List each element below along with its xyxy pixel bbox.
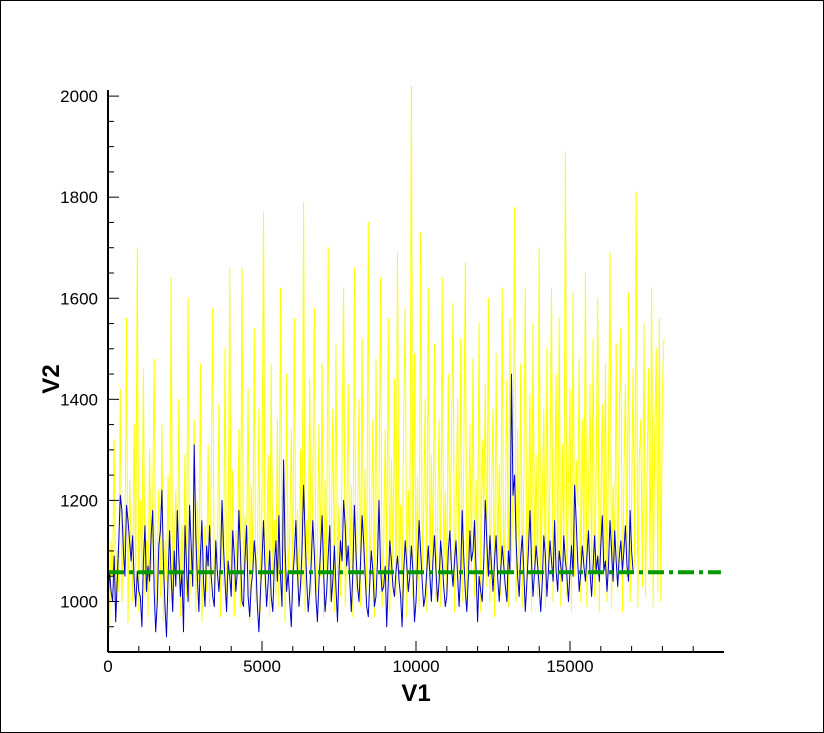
y-tick-label: 1000 <box>60 592 98 611</box>
y-tick-label: 1800 <box>60 188 98 207</box>
y-axis: 1000 1200 1400 1600 1800 2000 <box>60 87 119 653</box>
x-tick-label: 5000 <box>243 657 281 676</box>
series-layer <box>108 86 721 638</box>
y-tick-label: 1200 <box>60 491 98 510</box>
series-raw-line <box>108 86 665 633</box>
y-tick-label: 1600 <box>60 289 98 308</box>
series-smoothed-line <box>108 373 634 638</box>
y-tick-label: 2000 <box>60 87 98 106</box>
y-axis-title: V2 <box>38 364 65 393</box>
x-axis-title: V1 <box>401 680 430 707</box>
x-axis: 0 5000 10000 15000 <box>103 641 724 676</box>
x-tick-label: 15000 <box>546 657 593 676</box>
plot-area <box>108 86 721 638</box>
y-tick-label: 1400 <box>60 390 98 409</box>
x-tick-label: 0 <box>103 657 112 676</box>
x-tick-label: 10000 <box>392 657 439 676</box>
